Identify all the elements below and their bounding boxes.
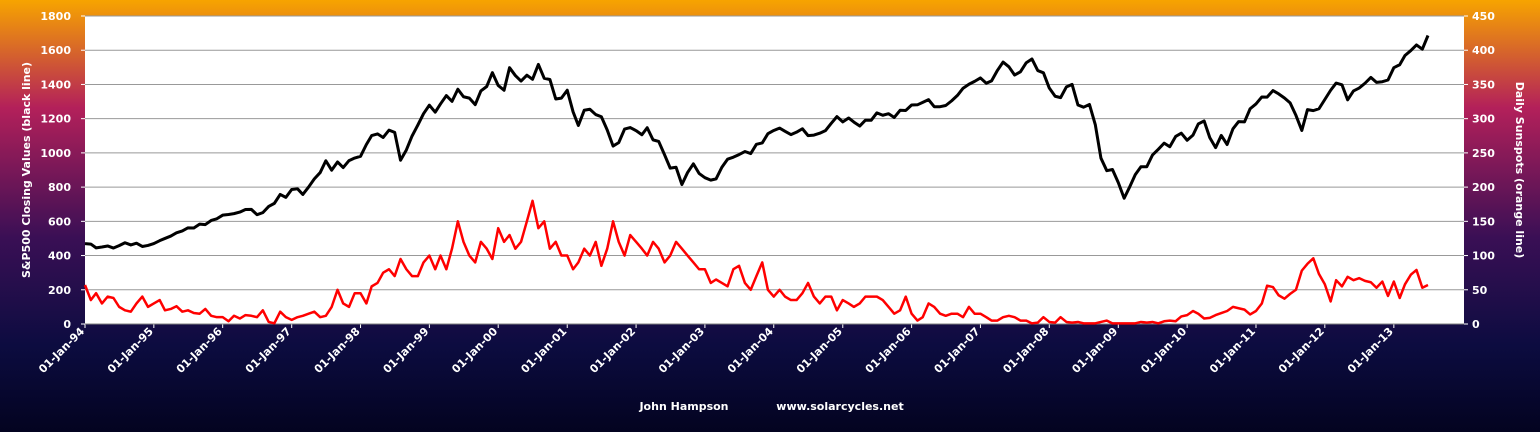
y2-tick-label: 400 [1472,44,1495,57]
y2-tick-label: 100 [1472,250,1495,263]
y2-tick-label: 450 [1472,10,1495,23]
y2-tick-label: 200 [1472,181,1495,194]
plot-area [85,16,1464,324]
series-line [83,199,1429,325]
y2-tick-label: 300 [1472,113,1495,126]
y-tick-label: 1200 [40,113,71,126]
y-tick-label: 1400 [40,78,71,91]
website: www.solarcycles.net [776,400,903,413]
y-tick-label: 800 [48,181,71,194]
y-tick-label: 200 [48,284,71,297]
series-line [84,34,1430,250]
y-tick-label: 1600 [40,44,71,57]
y-tick-label: 400 [48,250,71,263]
y2-tick-label: 150 [1472,215,1495,228]
author: John Hampson [638,400,728,413]
y-tick-label: 0 [63,318,71,331]
y2-tick-label: 0 [1472,318,1480,331]
y-tick-label: 1000 [40,147,71,160]
y-axis-title: S&P500 Closing Values (black line) [20,62,33,278]
y-tick-label: 1800 [40,10,71,23]
y2-tick-label: 50 [1472,284,1488,297]
y2-tick-label: 350 [1472,78,1495,91]
y2-axis-title: Daily Sunspots (orange line) [1513,82,1526,259]
y-tick-label: 600 [48,215,71,228]
y2-tick-label: 250 [1472,147,1495,160]
